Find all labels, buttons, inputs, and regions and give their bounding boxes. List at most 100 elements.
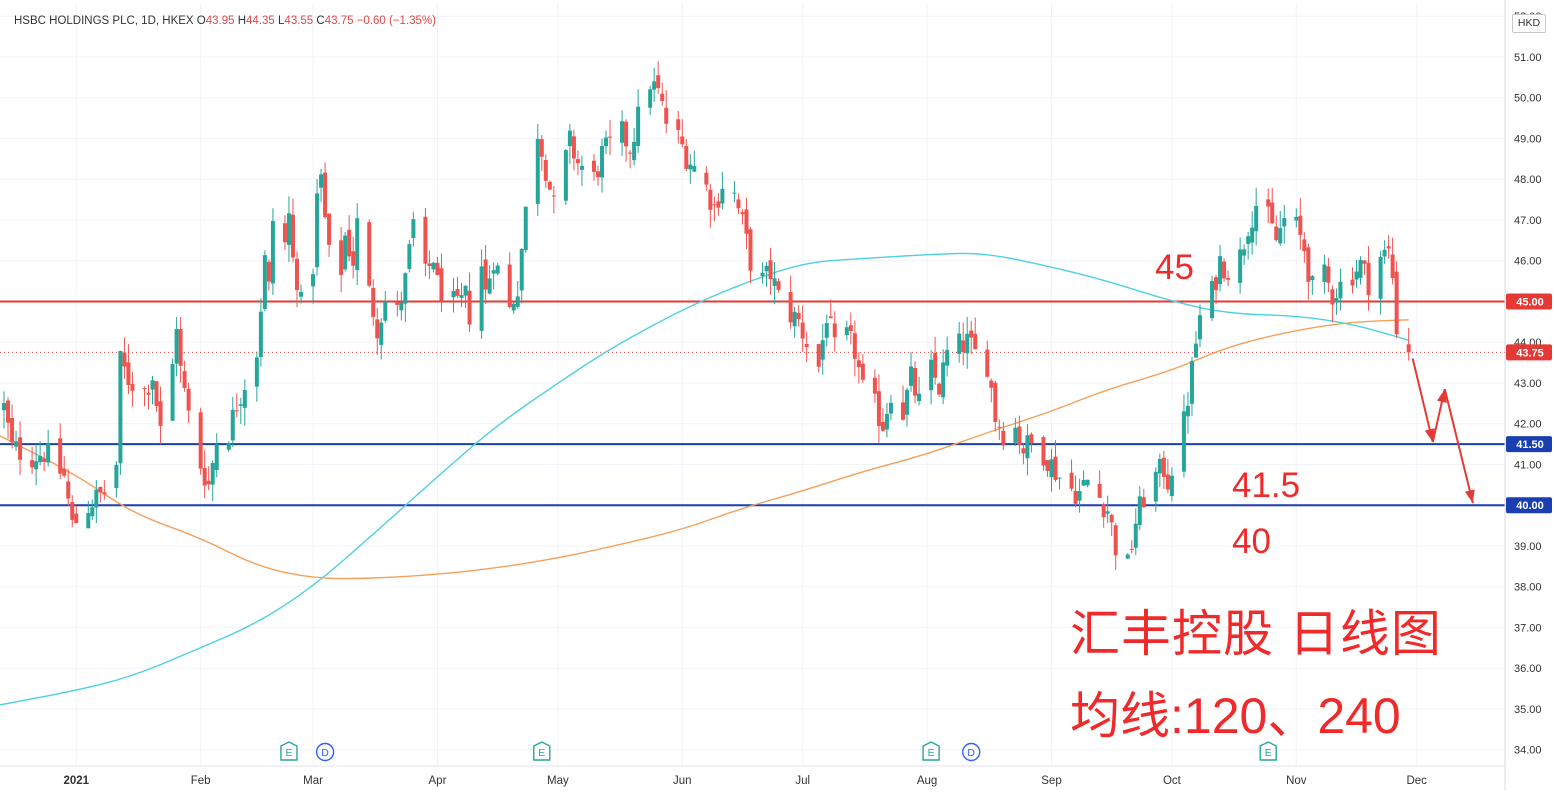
candle-body bbox=[186, 388, 191, 411]
candle-body bbox=[656, 75, 661, 88]
candle-body bbox=[969, 330, 974, 338]
candle bbox=[294, 251, 299, 308]
candle bbox=[736, 193, 741, 214]
candle-body bbox=[339, 240, 344, 275]
candle bbox=[816, 343, 821, 373]
candle bbox=[917, 376, 922, 406]
candle-body bbox=[351, 251, 356, 266]
candle bbox=[1334, 288, 1339, 315]
candle bbox=[355, 203, 360, 286]
candle bbox=[1242, 244, 1247, 265]
candle bbox=[1137, 486, 1142, 531]
candle bbox=[1049, 448, 1054, 492]
candle-body bbox=[1274, 226, 1279, 241]
x-tick-label: 2021 bbox=[63, 775, 89, 787]
candle-body bbox=[102, 492, 107, 495]
candle bbox=[636, 89, 641, 153]
candle bbox=[174, 316, 179, 377]
candle-body bbox=[1189, 361, 1194, 404]
earnings-icon[interactable]: E bbox=[280, 741, 298, 761]
candle-body bbox=[965, 333, 970, 354]
candle bbox=[507, 252, 512, 309]
candle bbox=[266, 259, 271, 291]
candle-body bbox=[427, 263, 432, 267]
candle bbox=[238, 397, 243, 424]
candle-body bbox=[1057, 477, 1062, 479]
candle bbox=[788, 275, 793, 329]
earnings-icon[interactable]: E bbox=[533, 741, 551, 761]
candle bbox=[254, 351, 259, 402]
candle bbox=[1270, 188, 1275, 225]
candle bbox=[459, 282, 464, 307]
candle-body bbox=[945, 349, 950, 366]
candle-body bbox=[6, 400, 11, 423]
candle bbox=[692, 150, 697, 172]
candle-body bbox=[290, 214, 295, 258]
candle-body bbox=[1282, 218, 1287, 227]
candle-body bbox=[210, 463, 215, 485]
candle bbox=[820, 323, 825, 375]
candle bbox=[768, 247, 773, 295]
y-tick-label: 46.00 bbox=[1514, 256, 1542, 268]
candle-body bbox=[266, 261, 271, 282]
candle-body bbox=[676, 119, 681, 130]
candle-body bbox=[34, 461, 39, 470]
candle bbox=[319, 168, 324, 203]
candle bbox=[624, 119, 629, 162]
candle bbox=[1326, 257, 1331, 293]
candle bbox=[407, 239, 412, 273]
candle bbox=[202, 450, 207, 499]
candle bbox=[1254, 187, 1259, 246]
currency-button[interactable]: HKD bbox=[1512, 14, 1546, 33]
candle bbox=[716, 193, 721, 216]
candle-body bbox=[1358, 260, 1363, 278]
candle-body bbox=[1386, 246, 1391, 249]
candle bbox=[1378, 251, 1383, 315]
candle-body bbox=[1125, 554, 1130, 559]
candle-body bbox=[294, 258, 299, 291]
candle-body bbox=[901, 402, 905, 420]
candle bbox=[632, 128, 637, 166]
candle-body bbox=[1270, 202, 1275, 224]
y-tick-label: 34.00 bbox=[1514, 745, 1542, 757]
candle-body bbox=[732, 192, 737, 194]
candle-body bbox=[214, 444, 219, 471]
candle bbox=[608, 119, 613, 156]
candle bbox=[547, 180, 552, 191]
candle-body bbox=[571, 136, 576, 159]
dividend-icon[interactable]: D bbox=[962, 742, 981, 762]
candle bbox=[1157, 453, 1162, 488]
candle-body bbox=[511, 303, 516, 311]
candle bbox=[435, 256, 440, 276]
dividend-icon[interactable]: D bbox=[315, 742, 335, 762]
candle-body bbox=[10, 417, 15, 443]
earnings-icon[interactable]: E bbox=[922, 741, 940, 761]
candle bbox=[1306, 243, 1311, 300]
candle bbox=[323, 162, 328, 219]
candle bbox=[102, 480, 107, 500]
candle-body bbox=[371, 287, 376, 317]
candle-body bbox=[515, 296, 520, 307]
candle bbox=[1109, 513, 1114, 536]
candle-body bbox=[937, 383, 942, 395]
candle-body bbox=[604, 137, 609, 147]
candle bbox=[1386, 235, 1391, 259]
candle-body bbox=[1222, 261, 1227, 279]
candle bbox=[491, 262, 496, 290]
candle bbox=[1189, 356, 1194, 416]
grid-lines bbox=[0, 4, 1505, 766]
candle-body bbox=[230, 409, 235, 441]
earnings-icon[interactable]: E bbox=[1259, 741, 1277, 761]
candle-body bbox=[800, 322, 805, 339]
candle-body bbox=[399, 302, 404, 311]
candle bbox=[1390, 237, 1395, 285]
candle-body bbox=[323, 172, 328, 218]
candle-body bbox=[118, 351, 123, 464]
high-value: 44.35 bbox=[246, 15, 275, 27]
candle bbox=[62, 455, 67, 478]
candle-body bbox=[796, 312, 801, 320]
earnings-badge bbox=[533, 741, 551, 761]
candle-body bbox=[206, 480, 211, 485]
